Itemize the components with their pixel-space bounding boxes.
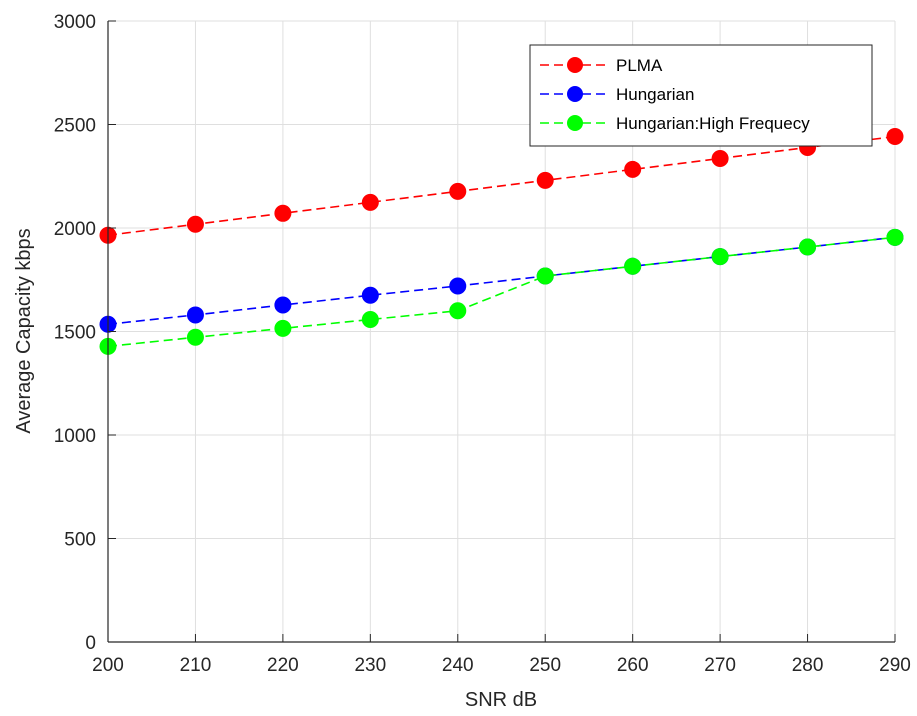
data-point	[186, 215, 204, 233]
x-axis-label: SNR dB	[465, 689, 537, 711]
data-point	[361, 286, 379, 304]
legend-marker	[567, 115, 583, 131]
y-tick-label: 2000	[54, 219, 96, 240]
legend: PLMA Hungarian Hungarian:High Frequecy	[529, 44, 873, 147]
data-point	[711, 149, 729, 167]
x-tick-label: 270	[704, 655, 736, 676]
y-tick-label: 2500	[54, 116, 96, 137]
series-0	[99, 128, 904, 244]
legend-entry: PLMA	[540, 56, 663, 75]
legend-marker	[567, 57, 583, 73]
legend-entry: Hungarian:High Frequecy	[540, 114, 810, 133]
data-point	[274, 319, 292, 337]
data-point	[886, 128, 904, 146]
x-tick-label: 230	[354, 655, 386, 676]
x-tick-label: 280	[792, 655, 824, 676]
data-point	[186, 328, 204, 346]
legend-label: PLMA	[616, 56, 663, 75]
y-tick-label: 3000	[54, 12, 96, 33]
legend-label: Hungarian	[616, 85, 694, 104]
data-point	[361, 193, 379, 211]
legend-entry: Hungarian	[540, 85, 694, 104]
series-layer	[99, 128, 904, 355]
axes: 200 210 220 230 240 250 260 270 280 290 0 500 1000 15…	[54, 12, 911, 676]
data-point	[361, 310, 379, 328]
series-line	[107, 135, 896, 237]
data-point	[536, 267, 554, 285]
legend-label: Hungarian:High Frequecy	[616, 114, 810, 133]
x-tick-label: 220	[267, 655, 299, 676]
y-tick-label: 0	[85, 633, 96, 654]
x-tick-label: 200	[92, 655, 124, 676]
legend-box	[529, 44, 873, 147]
legend-marker	[567, 86, 583, 102]
data-point	[449, 277, 467, 295]
x-tick-label: 240	[442, 655, 474, 676]
x-tick-label: 260	[617, 655, 649, 676]
data-point	[449, 302, 467, 320]
data-point	[536, 171, 554, 189]
x-tick-label: 290	[879, 655, 911, 676]
series-2	[99, 228, 904, 355]
data-point	[886, 228, 904, 246]
data-point	[624, 160, 642, 178]
y-tick-label: 1000	[54, 426, 96, 447]
series-line	[107, 236, 896, 348]
data-point	[186, 306, 204, 324]
data-point	[274, 296, 292, 314]
x-tick-label: 210	[180, 655, 212, 676]
data-point	[624, 257, 642, 275]
data-point	[449, 182, 467, 200]
y-tick-label: 500	[64, 530, 96, 551]
y-tick-label: 1500	[54, 323, 96, 344]
y-axis-label: Average Capacity kbps	[13, 228, 35, 433]
data-point	[274, 204, 292, 222]
x-tick-label: 250	[529, 655, 561, 676]
data-point	[799, 238, 817, 256]
data-point	[711, 248, 729, 266]
